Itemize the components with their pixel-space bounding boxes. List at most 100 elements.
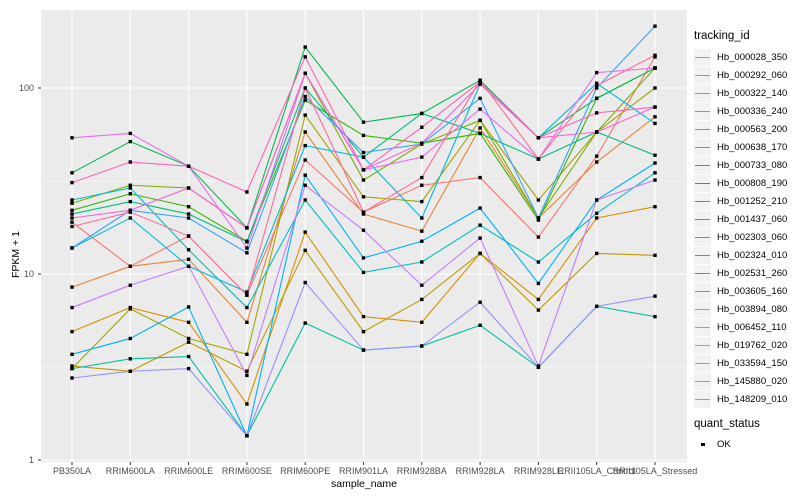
data-point — [361, 256, 366, 260]
legend-key-line — [695, 200, 710, 202]
legend-key-swatch — [694, 354, 711, 372]
data-point — [478, 131, 482, 136]
data-point — [303, 280, 307, 285]
legend-item-label: Hb_000638_170 — [717, 141, 788, 153]
data-point — [303, 71, 307, 75]
data-point — [186, 257, 191, 261]
x-tick-label: RRIM600LA — [105, 466, 155, 476]
legend-item-Hb_001437_060: Hb_001437_060 — [694, 210, 787, 228]
data-point — [128, 160, 132, 164]
data-point — [595, 251, 599, 256]
data-point — [128, 357, 132, 361]
data-point — [595, 130, 599, 134]
data-point — [70, 180, 74, 185]
legend-item-Hb_003894_080: Hb_003894_080 — [694, 300, 787, 318]
data-point — [186, 216, 191, 220]
legend-item-quant-OK: OK — [694, 435, 731, 453]
legend-key-swatch — [694, 300, 711, 318]
legend-key-swatch — [694, 318, 711, 336]
legend-key-line — [695, 344, 710, 346]
legend-item-label: Hb_000336_240 — [717, 105, 788, 117]
legend-item-label: Hb_000292_060 — [717, 69, 788, 81]
legend-key-line — [695, 56, 710, 58]
data-point — [653, 66, 657, 70]
data-point — [420, 216, 424, 220]
data-point — [70, 212, 74, 216]
legend-item-Hb_000733_080: Hb_000733_080 — [694, 156, 787, 174]
data-point — [478, 300, 482, 304]
data-point — [186, 354, 191, 359]
data-point — [420, 344, 424, 348]
y-tick-label: 1 — [28, 455, 34, 465]
data-point — [420, 199, 424, 204]
legend-item-Hb_148209_010: Hb_148209_010 — [694, 390, 787, 408]
data-point — [245, 226, 249, 230]
legend-item-Hb_033594_150: Hb_033594_150 — [694, 354, 787, 372]
data-point — [595, 216, 599, 220]
data-point — [536, 136, 541, 140]
legend-key-swatch — [694, 210, 711, 228]
legend-item-Hb_145880_020: Hb_145880_020 — [694, 372, 787, 390]
data-point — [70, 171, 74, 175]
data-point — [420, 283, 424, 287]
data-point — [361, 168, 366, 172]
data-point — [361, 133, 366, 138]
data-point — [420, 111, 424, 116]
data-point — [361, 120, 366, 124]
data-point — [128, 336, 132, 341]
data-point — [536, 297, 541, 302]
legend-key-line — [695, 254, 710, 256]
data-point — [595, 198, 599, 202]
legend-title-tracking-id: tracking_id — [694, 30, 750, 42]
data-point — [303, 143, 307, 148]
data-point — [128, 216, 132, 220]
legend-key-swatch — [694, 174, 711, 192]
data-point — [245, 369, 249, 373]
data-point — [536, 281, 541, 286]
data-point — [186, 212, 191, 216]
legend-item-label: Hb_000322_140 — [717, 87, 788, 99]
legend-item-label: Hb_002531_260 — [717, 267, 788, 279]
legend-item-label: Hb_001252_210 — [717, 195, 788, 207]
data-point — [361, 270, 366, 275]
data-point — [420, 320, 424, 324]
x-tick-label: RRIM928BA — [396, 466, 447, 476]
data-point — [70, 208, 74, 213]
data-point — [70, 246, 74, 250]
data-point — [70, 285, 74, 289]
data-point — [303, 55, 307, 59]
legend-key-swatch — [694, 66, 711, 84]
data-point — [361, 178, 366, 182]
data-point — [70, 366, 74, 371]
data-point — [186, 320, 191, 324]
data-point — [245, 320, 249, 324]
data-point — [420, 155, 424, 159]
data-point — [245, 305, 249, 310]
legend-title-quant-status: quant_status — [694, 418, 760, 430]
legend-item-label: Hb_000028_350 — [717, 51, 788, 63]
legend-item-label: Hb_001437_060 — [717, 213, 788, 225]
data-point — [70, 305, 74, 310]
data-point — [186, 340, 191, 344]
data-point — [303, 173, 307, 177]
point-marker — [701, 442, 705, 446]
data-point — [70, 216, 74, 220]
data-point — [478, 251, 482, 256]
data-point — [128, 199, 132, 204]
legend-key-line — [695, 110, 710, 112]
data-point — [70, 136, 74, 140]
data-point — [128, 131, 132, 136]
data-point — [361, 210, 366, 214]
legend-key-swatch — [694, 282, 711, 300]
data-point — [303, 94, 307, 99]
data-point — [361, 329, 366, 334]
data-point — [536, 308, 541, 312]
data-point — [478, 126, 482, 130]
data-point — [70, 329, 74, 334]
data-point — [478, 236, 482, 240]
x-tick-label: RRIM600LE — [164, 466, 214, 476]
legend-key-line — [695, 236, 710, 238]
data-point — [186, 164, 191, 168]
legend-key-swatch — [694, 336, 711, 354]
